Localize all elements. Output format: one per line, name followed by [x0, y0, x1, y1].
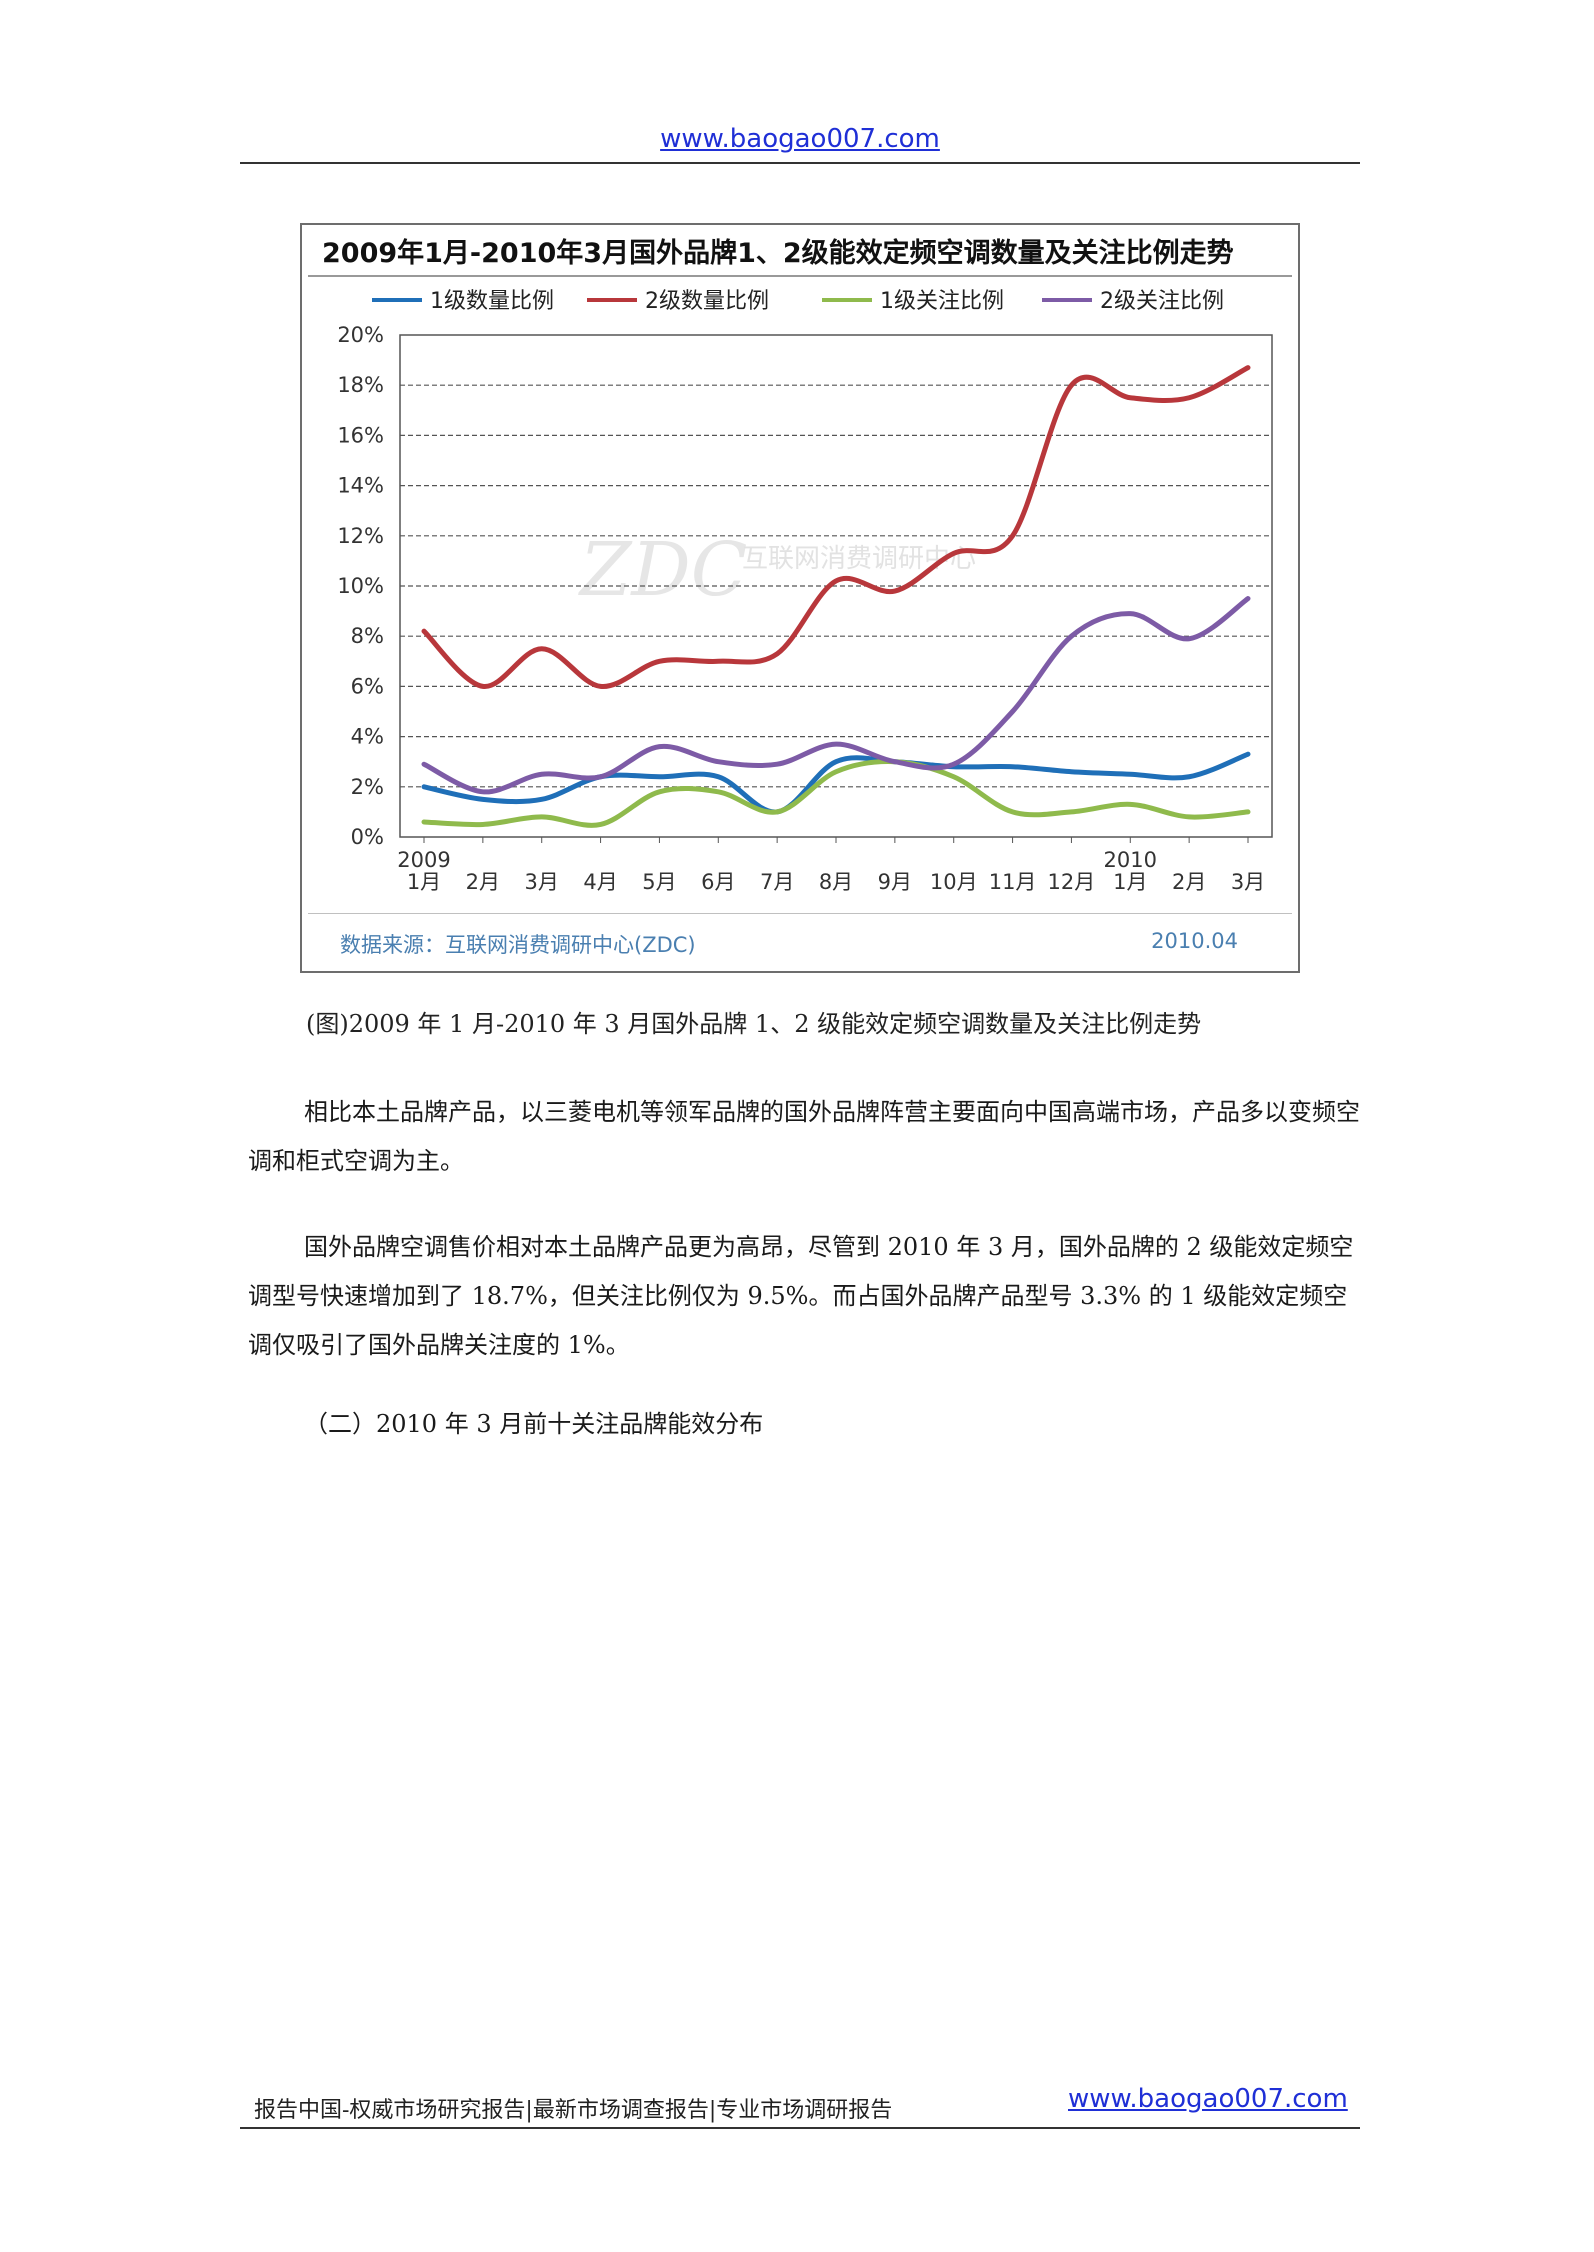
legend-label-4: 2级关注比例 [1100, 289, 1224, 314]
x-tick-year: 2009 [397, 848, 450, 872]
y-tick-label: 6% [351, 674, 384, 698]
source-divider [308, 913, 1292, 914]
series-line-1 [421, 751, 1251, 815]
footer-divider [240, 2127, 1360, 2129]
y-tick-label: 14% [337, 474, 384, 498]
series-line-3 [421, 759, 1251, 828]
x-tick-year: 2010 [1104, 848, 1157, 872]
x-tick-label: 2月 [466, 870, 500, 894]
paragraph-1: 相比本土品牌产品，以三菱电机等领军品牌的国外品牌阵营主要面向中国高端市场，产品多… [248, 1098, 1360, 1175]
chart-source: 数据来源：互联网消费调研中心(ZDC) [340, 933, 696, 957]
x-tick-label: 8月 [819, 870, 853, 894]
x-tick-label: 6月 [701, 870, 735, 894]
x-tick-label: 11月 [989, 870, 1037, 894]
legend-label-2: 2级数量比例 [645, 289, 769, 314]
legend-label-3: 1级关注比例 [880, 289, 1004, 314]
y-tick-label: 4% [351, 725, 384, 749]
x-tick-label: 7月 [760, 870, 794, 894]
y-tick-label: 2% [351, 775, 384, 799]
x-tick-label: 9月 [878, 870, 912, 894]
y-tick-label: 12% [337, 524, 384, 548]
paragraph-2: 国外品牌空调售价相对本土品牌产品更为高昂，尽管到 2010 年 3 月，国外品牌… [248, 1233, 1354, 1359]
y-tick-label: 18% [337, 373, 384, 397]
chart-title: 2009年1月-2010年3月国外品牌1、2级能效定频空调数量及关注比例走势 [322, 238, 1234, 269]
x-tick-label: 5月 [642, 870, 676, 894]
series-line-2 [421, 365, 1251, 689]
x-tick-label: 1月 [1113, 870, 1147, 894]
chart-date: 2010.04 [1151, 929, 1238, 953]
x-tick-label: 1月 [407, 870, 441, 894]
series-line-4 [421, 596, 1251, 795]
x-tick-label: 3月 [1231, 870, 1265, 894]
watermark-logo: ZDC [578, 527, 747, 613]
header-link[interactable]: www.baogao007.com [660, 124, 940, 154]
legend-label-1: 1级数量比例 [430, 289, 554, 314]
chart-title-divider [308, 275, 1292, 277]
x-tick-label: 3月 [525, 870, 559, 894]
x-tick-label: 4月 [583, 870, 617, 894]
figure-caption: (图)2009 年 1 月-2010 年 3 月国外品牌 1、2 级能效定频空调… [306, 1010, 1202, 1038]
footer-text: 报告中国-权威市场研究报告|最新市场调查报告|专业市场调研报告 [254, 2098, 893, 2123]
y-tick-label: 20% [337, 323, 384, 347]
y-tick-label: 10% [337, 574, 384, 598]
x-tick-label: 2月 [1172, 870, 1206, 894]
y-tick-label: 0% [351, 825, 384, 849]
y-tick-label: 16% [337, 423, 384, 447]
footer-link[interactable]: www.baogao007.com [1068, 2084, 1348, 2114]
section-heading: （二）2010 年 3 月前十关注品牌能效分布 [304, 1410, 764, 1438]
header-divider [240, 162, 1360, 164]
x-tick-label: 12月 [1048, 870, 1096, 894]
chart-figure: 2009年1月-2010年3月国外品牌1、2级能效定频空调数量及关注比例走势 Z… [300, 223, 1300, 973]
x-tick-label: 10月 [930, 870, 978, 894]
watermark-text: 互联网消费调研中心 [742, 544, 976, 574]
y-tick-label: 8% [351, 624, 384, 648]
